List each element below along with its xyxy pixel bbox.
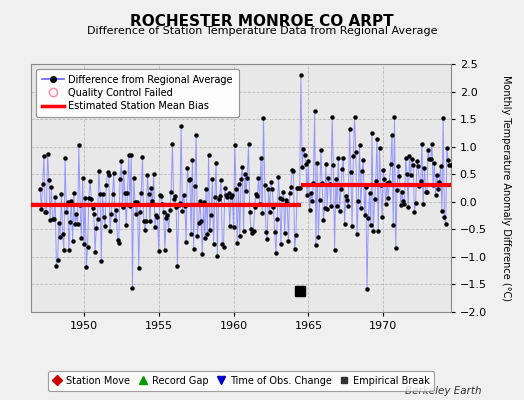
Legend: Station Move, Record Gap, Time of Obs. Change, Empirical Break: Station Move, Record Gap, Time of Obs. C… — [48, 372, 434, 391]
Text: Berkeley Earth: Berkeley Earth — [406, 386, 482, 396]
Y-axis label: Monthly Temperature Anomaly Difference (°C): Monthly Temperature Anomaly Difference (… — [500, 75, 511, 301]
Legend: Difference from Regional Average, Quality Control Failed, Estimated Station Mean: Difference from Regional Average, Qualit… — [36, 69, 239, 117]
Text: Difference of Station Temperature Data from Regional Average: Difference of Station Temperature Data f… — [87, 26, 437, 36]
Text: ROCHESTER MONROE CO ARPT: ROCHESTER MONROE CO ARPT — [130, 14, 394, 29]
